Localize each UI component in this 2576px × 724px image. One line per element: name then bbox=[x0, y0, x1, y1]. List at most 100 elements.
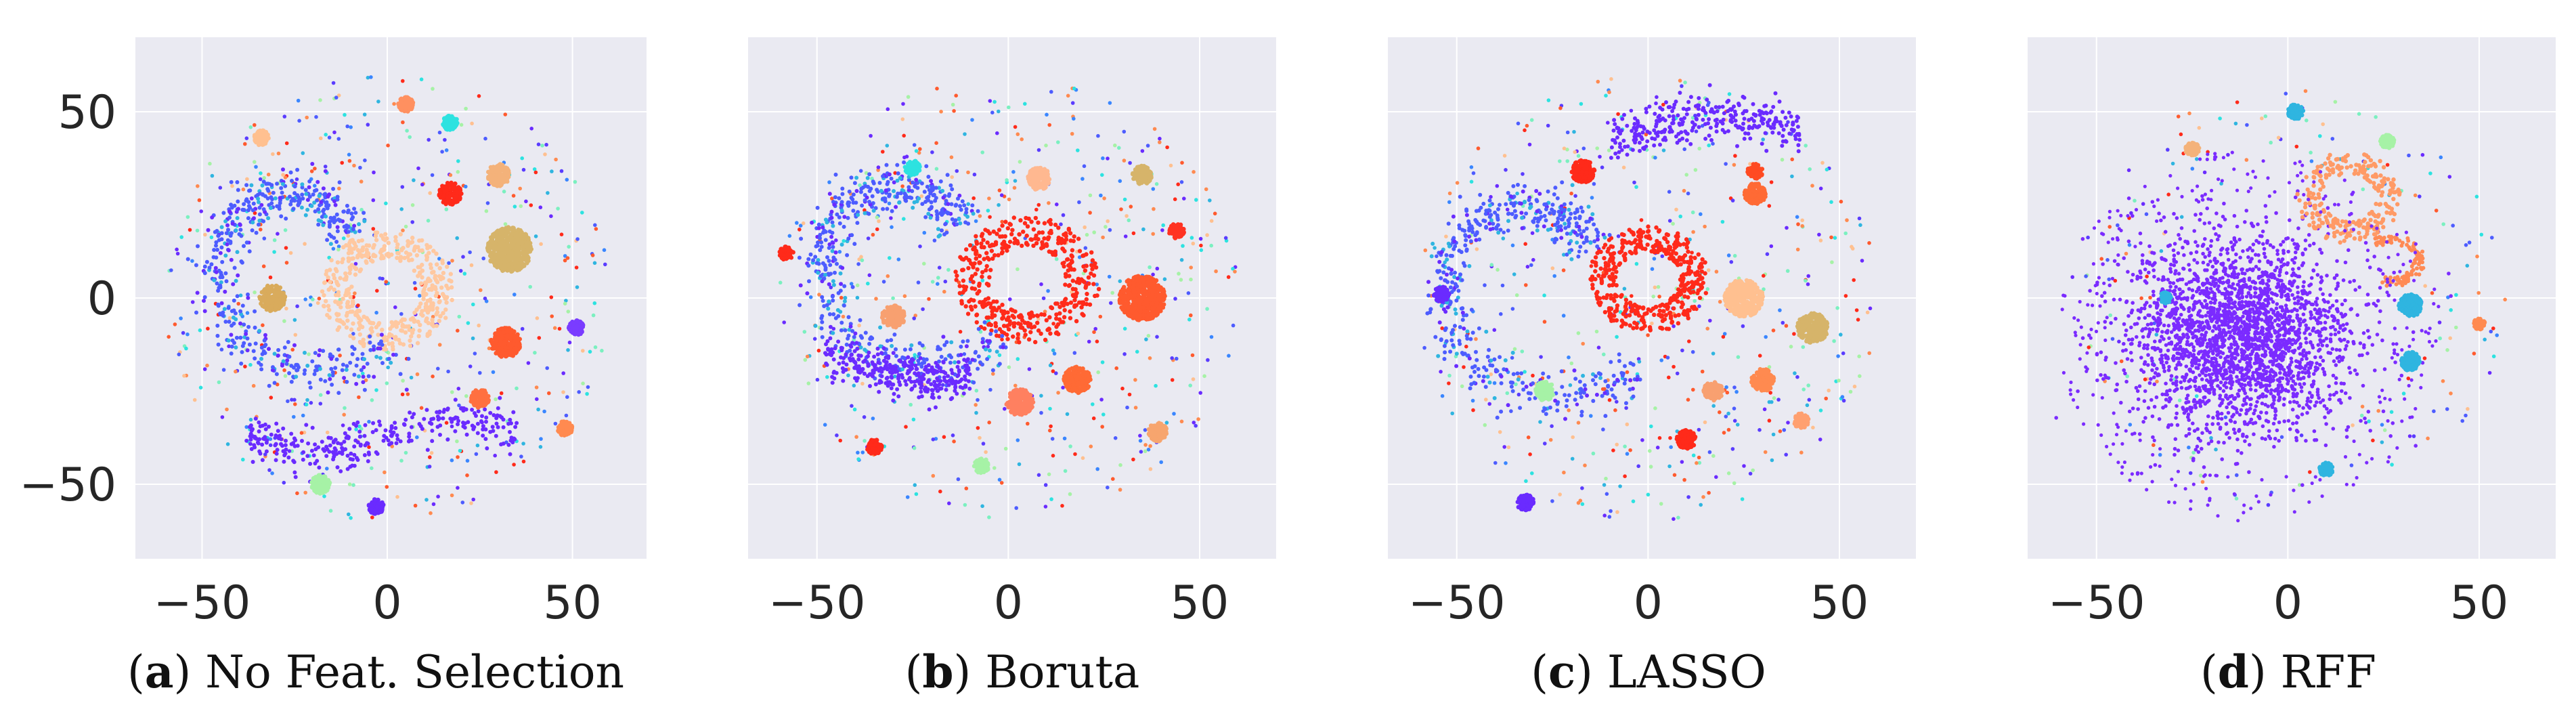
point bbox=[864, 331, 868, 335]
point bbox=[334, 280, 339, 284]
point bbox=[450, 298, 454, 302]
point bbox=[835, 262, 839, 266]
point bbox=[471, 396, 476, 400]
point bbox=[294, 375, 298, 379]
point bbox=[282, 481, 286, 485]
point bbox=[305, 398, 309, 402]
point bbox=[269, 433, 274, 437]
point bbox=[420, 427, 424, 431]
point bbox=[335, 313, 339, 317]
point bbox=[305, 116, 309, 120]
point bbox=[361, 352, 365, 356]
point bbox=[917, 280, 921, 284]
point bbox=[495, 256, 500, 261]
point bbox=[588, 350, 592, 354]
point bbox=[1048, 429, 1052, 433]
point bbox=[320, 289, 324, 293]
point bbox=[1062, 213, 1066, 217]
point bbox=[950, 155, 954, 159]
point bbox=[987, 196, 991, 200]
point bbox=[835, 433, 839, 438]
point bbox=[338, 219, 342, 223]
point bbox=[404, 251, 408, 255]
point bbox=[248, 249, 252, 253]
point bbox=[505, 177, 510, 182]
point bbox=[251, 460, 255, 464]
point bbox=[352, 444, 356, 448]
point bbox=[806, 355, 810, 359]
point bbox=[253, 291, 257, 295]
point bbox=[322, 481, 326, 486]
point bbox=[1173, 197, 1177, 201]
point bbox=[1089, 194, 1093, 198]
point bbox=[1114, 436, 1118, 440]
point bbox=[401, 379, 405, 383]
point bbox=[525, 241, 529, 246]
point bbox=[284, 246, 288, 250]
point bbox=[303, 242, 307, 246]
point bbox=[986, 283, 990, 287]
point bbox=[1089, 251, 1093, 255]
point bbox=[254, 165, 258, 169]
point bbox=[324, 454, 328, 458]
point bbox=[332, 131, 336, 135]
point bbox=[378, 356, 383, 360]
point bbox=[1199, 244, 1203, 248]
point bbox=[529, 203, 533, 207]
point bbox=[259, 357, 263, 361]
point bbox=[212, 255, 216, 259]
point bbox=[1108, 228, 1112, 232]
point bbox=[513, 351, 518, 356]
point bbox=[483, 408, 487, 412]
point bbox=[560, 169, 564, 173]
point bbox=[387, 357, 391, 361]
point bbox=[375, 289, 379, 293]
point bbox=[973, 304, 977, 308]
point bbox=[304, 213, 308, 217]
point bbox=[353, 438, 357, 442]
point bbox=[985, 264, 989, 268]
point bbox=[575, 265, 579, 270]
point bbox=[349, 457, 353, 461]
point bbox=[1053, 223, 1057, 227]
point bbox=[998, 362, 1002, 366]
point bbox=[428, 421, 432, 425]
point bbox=[343, 406, 347, 410]
point bbox=[338, 180, 342, 184]
point bbox=[269, 444, 273, 448]
point bbox=[413, 281, 417, 285]
point bbox=[788, 234, 792, 238]
point bbox=[1123, 327, 1127, 331]
point bbox=[528, 285, 532, 289]
point bbox=[957, 477, 961, 482]
point bbox=[472, 425, 476, 429]
point bbox=[853, 408, 857, 412]
point bbox=[913, 446, 917, 450]
point bbox=[856, 262, 860, 266]
point bbox=[988, 231, 992, 235]
point bbox=[553, 326, 557, 331]
point bbox=[253, 133, 257, 137]
point bbox=[314, 115, 318, 119]
point bbox=[263, 339, 267, 343]
point bbox=[1187, 291, 1191, 295]
point bbox=[563, 424, 568, 429]
point bbox=[280, 364, 284, 368]
point bbox=[219, 312, 223, 316]
point bbox=[325, 238, 329, 242]
point bbox=[909, 403, 913, 407]
point bbox=[888, 256, 892, 260]
point bbox=[967, 299, 971, 303]
point bbox=[284, 228, 288, 232]
point bbox=[1191, 354, 1195, 358]
point bbox=[274, 458, 278, 462]
point bbox=[1019, 325, 1023, 329]
point bbox=[508, 236, 512, 240]
point bbox=[502, 442, 506, 446]
point bbox=[410, 236, 414, 240]
point bbox=[950, 175, 954, 179]
point bbox=[292, 343, 297, 347]
point bbox=[968, 243, 972, 247]
point bbox=[289, 432, 293, 436]
point bbox=[471, 498, 475, 502]
